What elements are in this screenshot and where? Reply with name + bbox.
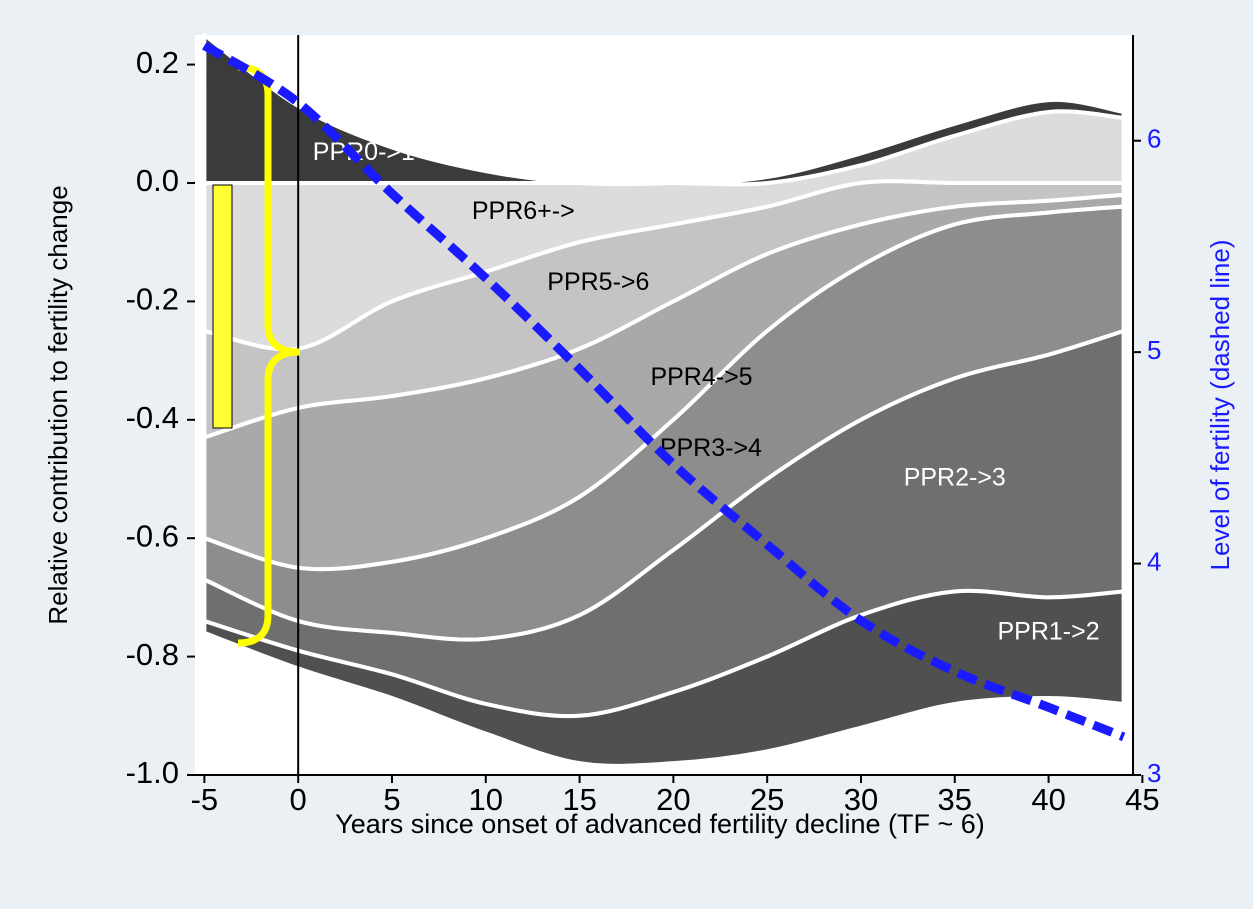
- x-tick-label: 40: [1031, 782, 1065, 817]
- x-tick-label: 30: [844, 782, 878, 817]
- y2-tick-label: 6: [1147, 124, 1161, 154]
- y2-tick-label: 3: [1147, 758, 1161, 788]
- x-tick-label: 0: [290, 782, 307, 817]
- band-label: PPR1->2: [998, 618, 1100, 646]
- y-tick-label: -0.6: [126, 518, 179, 553]
- y-tick-label: -0.8: [126, 637, 179, 672]
- y-tick-label: -0.2: [126, 282, 179, 317]
- x-tick-label: 5: [383, 782, 400, 817]
- y-tick-label: -1.0: [126, 755, 179, 790]
- band-label: PPR6+->: [472, 197, 575, 225]
- x-tick-label: 10: [469, 782, 503, 817]
- x-tick-label: 35: [938, 782, 972, 817]
- fertility-line: [202, 41, 1126, 742]
- band-label: PPR3->4: [660, 434, 762, 462]
- y-tick-label: -0.4: [126, 400, 179, 435]
- band-label: PPR2->3: [904, 464, 1006, 492]
- highlight-box: [212, 184, 233, 429]
- x-tick-label: 25: [750, 782, 784, 817]
- x-tick-label: -5: [191, 782, 219, 817]
- x-tick-label: 45: [1125, 782, 1159, 817]
- band-label: PPR5->6: [547, 268, 649, 296]
- y-tick-label: 0.2: [136, 45, 179, 80]
- y-tick-label: 0.0: [136, 163, 179, 198]
- x-axis-label: Years since onset of advanced fertility …: [335, 809, 985, 839]
- band-label: PPR4->5: [650, 363, 752, 391]
- area: [202, 33, 1126, 187]
- x-tick-label: 15: [562, 782, 596, 817]
- y2-tick-label: 4: [1147, 546, 1161, 576]
- y2-tick-label: 5: [1147, 335, 1161, 365]
- areas: [202, 33, 1126, 768]
- y-axis-label: Relative contribution to fertility chang…: [43, 185, 73, 624]
- area: [202, 588, 1126, 768]
- x-tick-label: 20: [656, 782, 690, 817]
- band-label: PPR0->1: [313, 138, 415, 166]
- y2-axis-label: Level of fertility (dashed line): [1205, 240, 1235, 571]
